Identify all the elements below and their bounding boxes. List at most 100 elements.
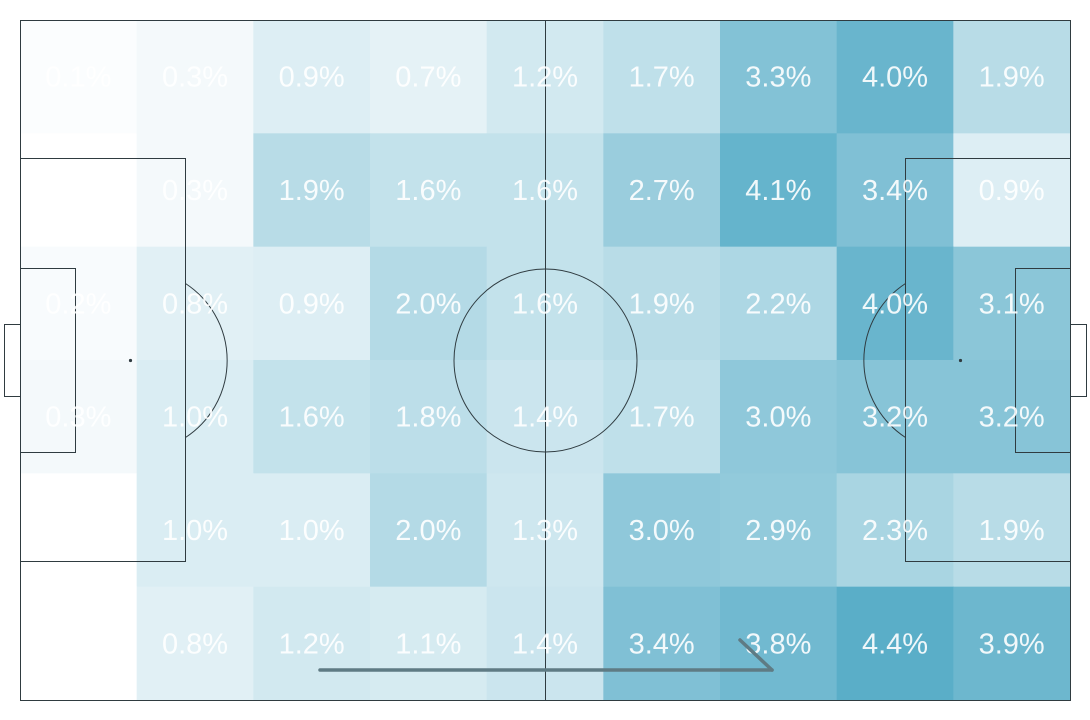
cell-value-label: 0.8% <box>162 288 228 320</box>
cell-value-label: 0.3% <box>162 62 228 94</box>
heatmap-cell <box>370 473 488 588</box>
arrow-head <box>738 638 774 672</box>
heatmap-cell <box>836 20 954 134</box>
heatmap-cell <box>253 20 371 134</box>
heatmap-cell <box>720 473 838 588</box>
heatmap-cell <box>953 133 1071 248</box>
left-penalty-spot <box>128 358 133 363</box>
heatmap-cell <box>720 133 838 248</box>
heatmap-cell <box>136 360 254 474</box>
heatmap-cell <box>20 360 138 474</box>
heatmap-cell <box>20 133 138 248</box>
cell-value-label: 1.1% <box>395 628 461 660</box>
cell-value-label: 1.2% <box>279 628 345 660</box>
cell-value-label: 1.4% <box>512 628 578 660</box>
heatmap-cell <box>836 360 954 474</box>
cell-value-label: 1.0% <box>162 515 228 547</box>
cell-value-label: 2.2% <box>745 288 811 320</box>
heatmap-cell <box>20 20 138 134</box>
heatmap-cell <box>603 586 721 701</box>
heatmap-cell <box>136 473 254 588</box>
cell-value-label: 3.0% <box>745 402 811 434</box>
heatmap-cell <box>20 586 138 701</box>
heatmap-cell <box>953 246 1071 361</box>
heatmap-cell <box>370 20 488 134</box>
cell-value-label: 1.6% <box>395 175 461 207</box>
heatmap-cell <box>253 360 371 474</box>
cell-value-label: 4.0% <box>862 62 928 94</box>
heatmap-cell <box>953 360 1071 474</box>
right-penalty-arc <box>863 283 906 438</box>
heatmap-cell <box>603 360 721 474</box>
heatmap-cell <box>603 133 721 248</box>
cell-value-label: 0.9% <box>979 175 1045 207</box>
cell-value-label: 0.2% <box>45 288 111 320</box>
heatmap-cell <box>136 246 254 361</box>
cell-value-label: 2.0% <box>395 288 461 320</box>
cell-value-label: 1.4% <box>512 402 578 434</box>
heatmap-cell <box>953 473 1071 588</box>
cell-value-label: 1.7% <box>629 62 695 94</box>
cell-value-label: 4.4% <box>862 628 928 660</box>
heatmap-cell <box>836 246 954 361</box>
heatmap-cell <box>370 246 488 361</box>
left-goal <box>4 324 21 397</box>
heatmap-cell <box>253 586 371 701</box>
centre-circle <box>453 268 638 453</box>
cell-value-label: 4.0% <box>862 288 928 320</box>
heatmap-cell <box>603 246 721 361</box>
heatmap-cell <box>720 20 838 134</box>
cell-value-label: 1.9% <box>279 175 345 207</box>
heatmap-cell <box>603 473 721 588</box>
pitch-markings <box>4 20 1087 701</box>
cell-value-label: 4.1% <box>745 175 811 207</box>
heatmap-cell <box>136 133 254 248</box>
heatmap-cell <box>136 20 254 134</box>
heatmap-value-labels: 0.1% 0.3% 0.9% 0.7% 1.2% 1.7% 3.3% 4.0% 1.9% 0.3%… <box>45 62 1044 661</box>
attack-direction-arrow-icon <box>318 638 774 672</box>
heatmap-cell <box>836 133 954 248</box>
cell-value-label: 0.3% <box>162 175 228 207</box>
cell-value-label: 3.4% <box>629 628 695 660</box>
cell-value-label: 1.6% <box>512 175 578 207</box>
cell-value-label: 1.6% <box>279 402 345 434</box>
cell-value-label: 1.9% <box>629 288 695 320</box>
right-penalty-spot <box>958 358 963 363</box>
cell-value-label: 3.2% <box>979 402 1045 434</box>
cell-value-label: 0.7% <box>395 62 461 94</box>
cell-value-label: 1.9% <box>979 62 1045 94</box>
heatmap-cell <box>370 586 488 701</box>
cell-value-label: 3.2% <box>862 402 928 434</box>
cell-value-label: 3.3% <box>745 62 811 94</box>
heatmap-cell <box>136 586 254 701</box>
heatmap-cell <box>370 133 488 248</box>
cell-value-label: 0.8% <box>162 628 228 660</box>
heatmap-cell <box>953 20 1071 134</box>
cell-value-label: 1.3% <box>512 515 578 547</box>
cell-value-label: 0.3% <box>45 402 111 434</box>
heatmap-cell <box>20 246 138 361</box>
cell-value-label: 0.1% <box>45 62 111 94</box>
cell-value-label: 1.0% <box>279 515 345 547</box>
cell-value-label: 3.0% <box>629 515 695 547</box>
cell-value-label: 1.7% <box>629 402 695 434</box>
heatmap-cell <box>20 473 138 588</box>
heatmap-cell <box>836 586 954 701</box>
heatmap-cell <box>253 133 371 248</box>
cell-value-label: 0.9% <box>279 288 345 320</box>
heatmap-cell <box>836 473 954 588</box>
heatmap-cell <box>253 473 371 588</box>
cell-value-label: 2.3% <box>862 515 928 547</box>
cell-value-label: 0.9% <box>279 62 345 94</box>
heatmap-cell <box>370 360 488 474</box>
heatmap-cell <box>253 246 371 361</box>
cell-value-label: 1.8% <box>395 402 461 434</box>
cell-value-label: 1.0% <box>162 402 228 434</box>
cell-value-label: 2.9% <box>745 515 811 547</box>
cell-value-label: 1.6% <box>512 288 578 320</box>
cell-value-label: 3.9% <box>979 628 1045 660</box>
cell-value-label: 1.2% <box>512 62 578 94</box>
heatmap-cell <box>720 360 838 474</box>
cell-value-label: 3.4% <box>862 175 928 207</box>
